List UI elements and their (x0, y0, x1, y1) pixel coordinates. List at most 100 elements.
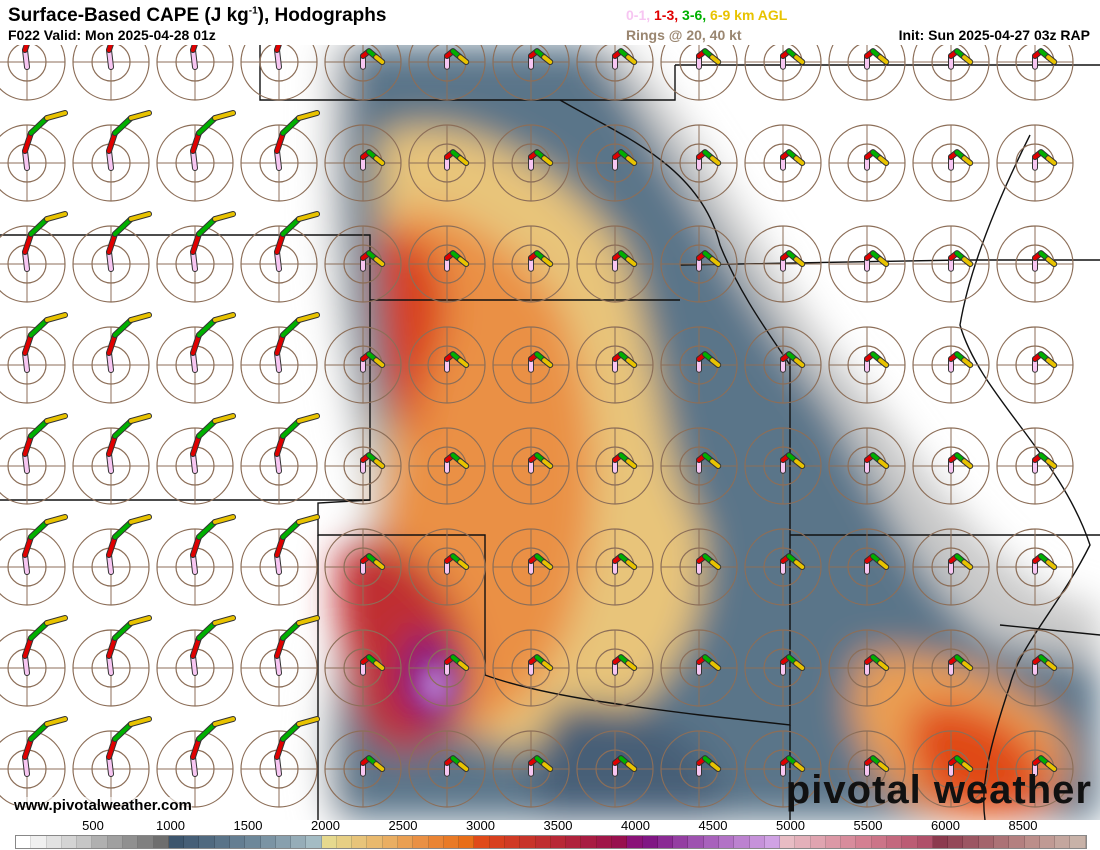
hodograph (240, 45, 318, 101)
hodograph (828, 124, 906, 202)
colorbar-cell (688, 836, 704, 848)
hodograph (996, 225, 1074, 303)
hodograph (996, 326, 1074, 404)
hodograph (492, 124, 570, 202)
hodograph (828, 730, 906, 808)
colorbar-cell (1055, 836, 1071, 848)
hodograph (660, 629, 738, 707)
colorbar-cell (275, 836, 292, 848)
hodograph (660, 528, 738, 606)
hodograph (72, 312, 152, 404)
hodograph (660, 225, 738, 303)
colorbar-cell (718, 836, 735, 848)
colorbar-tick-label: 3000 (466, 818, 495, 833)
colorbar-cell (902, 836, 918, 848)
hodograph (324, 528, 402, 606)
hodograph (408, 427, 486, 505)
website-label: www.pivotalweather.com (14, 797, 192, 814)
colorbar-cell (107, 836, 123, 848)
colorbar-cell (92, 836, 108, 848)
colorbar-cell (780, 836, 796, 848)
colorbar-cell (1024, 836, 1040, 848)
colorbar-cell (77, 836, 93, 848)
hodograph (156, 413, 236, 505)
valid-time: F022 Valid: Mon 2025-04-28 01z (8, 27, 216, 43)
colorbar-cell (520, 836, 536, 848)
hodograph (660, 427, 738, 505)
hodograph (324, 45, 402, 101)
hodograph (492, 45, 570, 101)
hodograph (744, 730, 822, 808)
hodograph-layer-legend: 0-1, 1-3, 3-6, 6-9 km AGL (626, 7, 787, 23)
legend-1-3: 1-3, (654, 7, 679, 23)
colorbar-cell (795, 836, 811, 848)
hodograph (576, 730, 654, 808)
colorbar-cell (459, 836, 475, 848)
colorbar-cell (642, 836, 658, 848)
colorbar-cell (703, 836, 719, 848)
colorbar-cell (627, 836, 643, 848)
hodograph (660, 326, 738, 404)
hodograph (240, 716, 320, 808)
hodograph (492, 528, 570, 606)
hodograph (912, 730, 990, 808)
colorbar-cell (948, 836, 964, 848)
hodograph (576, 629, 654, 707)
hodograph (912, 45, 990, 101)
hodograph (660, 45, 738, 101)
colorbar (15, 835, 1087, 849)
legend-6-9: 6-9 km AGL (710, 7, 788, 23)
hodograph (240, 413, 320, 505)
hodograph (576, 225, 654, 303)
hodograph (0, 45, 66, 101)
hodograph (72, 716, 152, 808)
colorbar-labels: 500 1000 1500 2000 2500 3000 3500 4000 4500 5000 5… (0, 818, 1100, 834)
colorbar-cell (153, 836, 169, 848)
hodograph (156, 110, 236, 202)
hodograph (996, 528, 1074, 606)
hodograph (72, 45, 150, 101)
hodograph (576, 326, 654, 404)
hodograph (240, 312, 320, 404)
hodograph (72, 211, 152, 303)
colorbar-cell (168, 836, 185, 848)
colorbar-cell (245, 836, 261, 848)
hodograph (408, 225, 486, 303)
colorbar-tick-label: 2500 (388, 818, 418, 833)
title-units-exponent: -1 (248, 5, 258, 17)
colorbar-cell (505, 836, 521, 848)
hodograph (0, 514, 68, 606)
hodograph (156, 514, 236, 606)
hodograph (660, 124, 738, 202)
hodograph (72, 615, 152, 707)
colorbar-cell (994, 836, 1010, 848)
hodograph (492, 427, 570, 505)
hodograph (0, 615, 68, 707)
colorbar-tick-label: 4500 (698, 818, 728, 833)
colorbar-cell (550, 836, 567, 848)
hodograph (744, 124, 822, 202)
colorbar-cell (398, 836, 414, 848)
colorbar-cell (352, 836, 368, 848)
colorbar-cell (138, 836, 154, 848)
colorbar-cell (260, 836, 276, 848)
colorbar-tick-label: 2000 (311, 818, 340, 833)
hodograph (744, 45, 822, 101)
colorbar-tick-label: 4000 (621, 818, 650, 833)
hodograph (744, 225, 822, 303)
colorbar-cell (16, 836, 32, 848)
colorbar-cell (810, 836, 826, 848)
init-time: Init: Sun 2025-04-27 03z RAP (898, 27, 1090, 43)
colorbar-cell (841, 836, 857, 848)
colorbar-tick-label: 1500 (233, 818, 263, 833)
hodograph (828, 326, 906, 404)
colorbar-cell (428, 836, 444, 848)
hodograph (912, 528, 990, 606)
colorbar-cell (31, 836, 47, 848)
title-text: Surface-Based CAPE (J kg (8, 5, 249, 26)
colorbar-cell (673, 836, 689, 848)
colorbar-cell (336, 836, 353, 848)
colorbar-cell (46, 836, 62, 848)
hodographs (0, 45, 1074, 808)
title-text-end: ), Hodographs (257, 5, 387, 26)
